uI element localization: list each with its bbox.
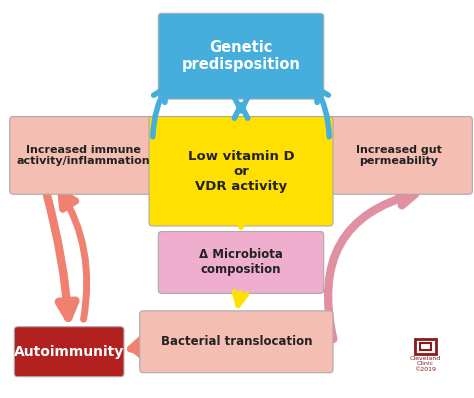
FancyBboxPatch shape (420, 343, 431, 350)
Text: Genetic
predisposition: Genetic predisposition (182, 40, 301, 72)
FancyBboxPatch shape (9, 117, 156, 194)
FancyBboxPatch shape (158, 232, 324, 293)
Text: Cleveland
Clinic
©2019: Cleveland Clinic ©2019 (410, 356, 441, 372)
Text: Autoimmunity: Autoimmunity (14, 345, 124, 359)
FancyBboxPatch shape (158, 14, 324, 99)
Text: Low vitamin D
or
VDR activity: Low vitamin D or VDR activity (188, 150, 294, 193)
FancyBboxPatch shape (326, 117, 473, 194)
FancyBboxPatch shape (415, 339, 436, 354)
Text: Bacterial translocation: Bacterial translocation (161, 335, 312, 348)
FancyBboxPatch shape (140, 311, 333, 373)
Text: Increased immune
activity/inflammation: Increased immune activity/inflammation (16, 144, 150, 166)
FancyBboxPatch shape (14, 327, 124, 377)
FancyBboxPatch shape (149, 117, 333, 226)
Text: Δ Microbiota
composition: Δ Microbiota composition (199, 248, 283, 277)
Text: Increased gut
permeability: Increased gut permeability (356, 144, 442, 166)
